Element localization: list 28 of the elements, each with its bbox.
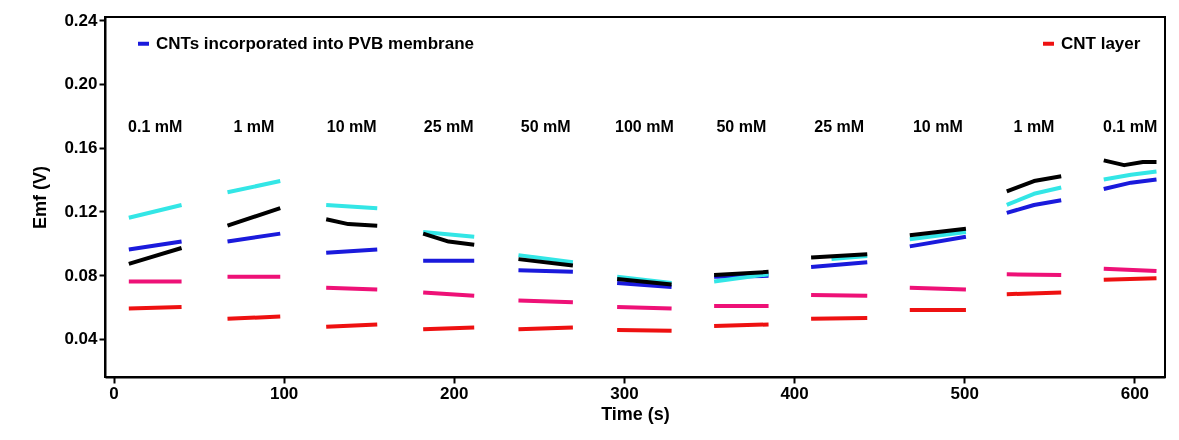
annotation: 10 mM xyxy=(912,118,963,135)
annotation: 50 mM xyxy=(520,118,571,135)
legend-label: CNT layer xyxy=(1061,33,1141,53)
y-tick-label: 0.12 xyxy=(64,201,98,221)
x-tick-label: 0 xyxy=(109,383,119,403)
annotation: 25 mM xyxy=(814,118,865,135)
y-tick-label: 0.24 xyxy=(64,10,99,30)
y-tick-label: 0.04 xyxy=(64,329,99,349)
annotation: 0.1 mM xyxy=(1103,118,1158,135)
annotation: 25 mM xyxy=(423,118,474,135)
x-tick-label: 200 xyxy=(440,383,469,403)
x-tick-label: 500 xyxy=(950,383,979,403)
legend-label: CNTs incorporated into PVB membrane xyxy=(156,33,475,53)
x-tick-label: 300 xyxy=(610,383,639,403)
y-axis-title: Emf (V) xyxy=(30,165,51,229)
annotation: 0.1 mM xyxy=(128,118,183,135)
x-axis-title: Time (s) xyxy=(601,403,670,424)
annotation: 1 mM xyxy=(1013,118,1055,135)
x-tick-label: 600 xyxy=(1120,383,1150,403)
y-tick-label: 0.08 xyxy=(64,265,98,285)
annotation: 50 mM xyxy=(716,118,767,135)
annotation: 100 mM xyxy=(615,118,674,135)
x-tick-label: 400 xyxy=(780,383,809,403)
annotation: 10 mM xyxy=(326,118,377,135)
x-tick-label: 100 xyxy=(269,383,299,403)
y-tick-label: 0.20 xyxy=(64,74,98,94)
y-tick-label: 0.16 xyxy=(64,138,98,158)
annotation: 1 mM xyxy=(233,118,275,135)
